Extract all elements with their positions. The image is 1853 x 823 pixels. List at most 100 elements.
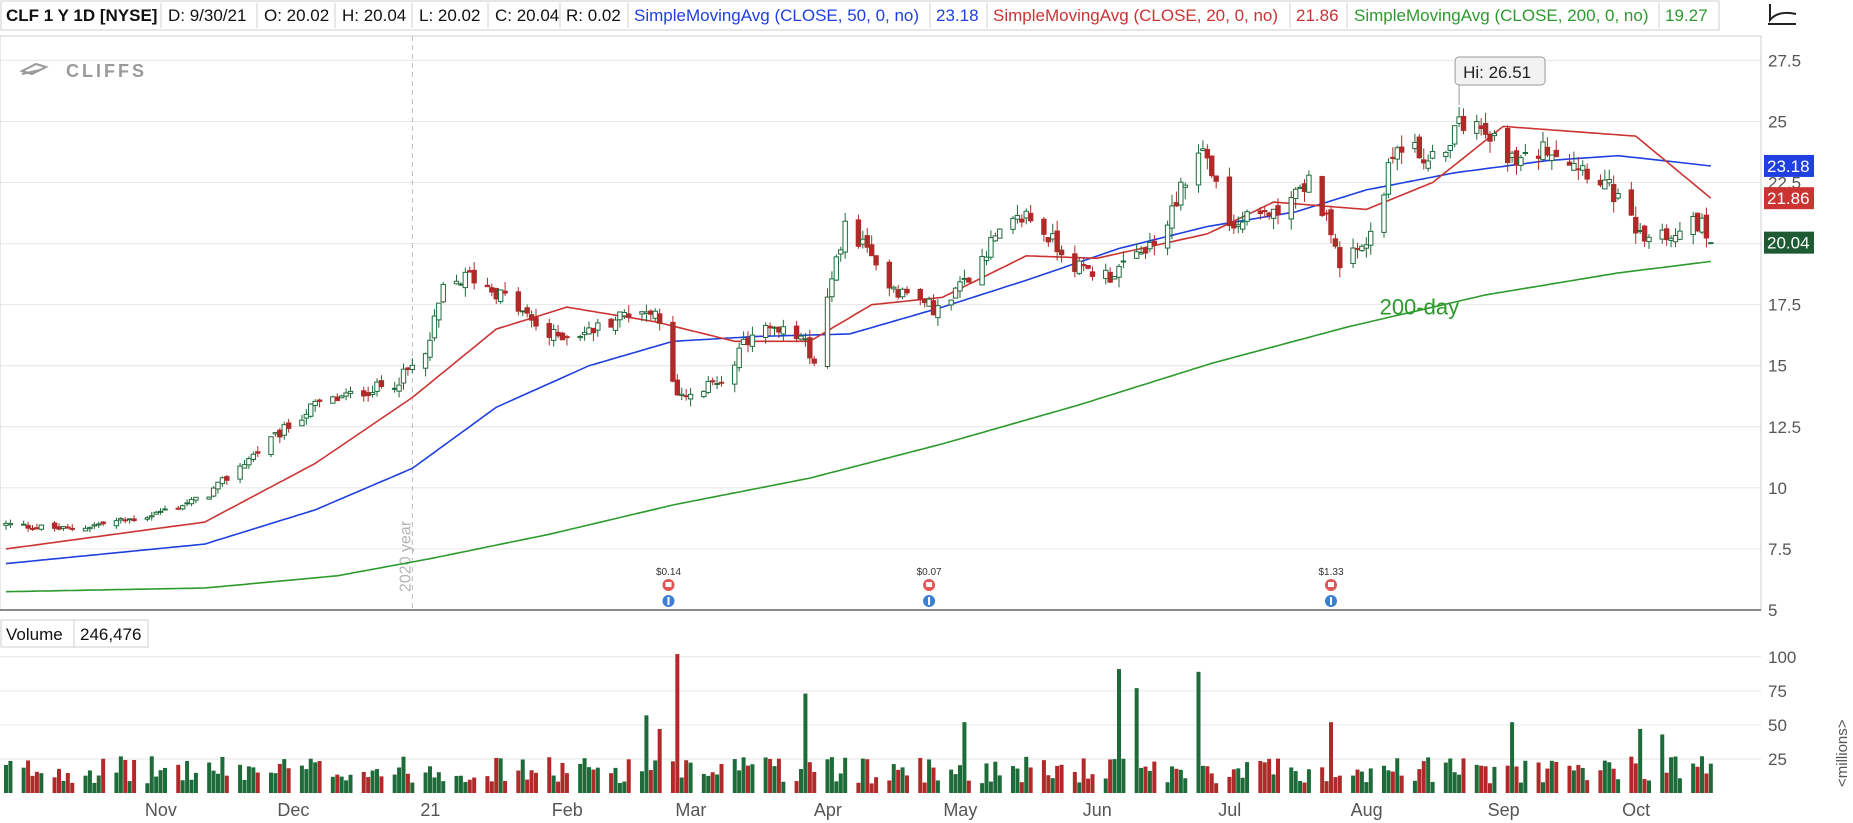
volume-bar xyxy=(224,775,229,793)
volume-bar xyxy=(997,775,1002,793)
candle-body xyxy=(1416,136,1423,159)
volume-bar xyxy=(1514,766,1519,793)
candle-body xyxy=(771,326,778,329)
volume-bar xyxy=(1448,758,1453,793)
candle-body xyxy=(957,281,963,292)
candle-body xyxy=(82,527,89,532)
volume-bar xyxy=(1523,760,1528,793)
volume-bar xyxy=(900,767,905,793)
volume-bar xyxy=(1205,766,1210,793)
volume-bar xyxy=(1293,771,1298,793)
candle-body xyxy=(1292,188,1299,200)
volume-bar xyxy=(83,775,88,793)
volume-bar xyxy=(1024,756,1029,793)
volume-bar xyxy=(922,782,927,793)
volume-bar xyxy=(1117,669,1121,793)
volume-bar xyxy=(781,781,786,793)
candle-body xyxy=(679,393,685,396)
volume-bar xyxy=(1488,783,1492,793)
candle-body xyxy=(277,429,283,438)
volume-bar xyxy=(1580,767,1585,793)
volume-bar xyxy=(251,767,256,793)
candle-body xyxy=(1200,148,1206,151)
volume-bar xyxy=(732,759,737,793)
volume-bar xyxy=(679,777,684,793)
range-label: R: 0.02 xyxy=(566,6,621,25)
draw-tool-icon[interactable] xyxy=(1768,4,1797,25)
date-tick-label: Dec xyxy=(277,800,309,820)
candle-body xyxy=(467,270,473,273)
volume-bar xyxy=(874,777,879,793)
volume-bar xyxy=(701,773,706,793)
watermark-text: CLIFFS xyxy=(66,61,147,81)
volume-bar xyxy=(70,782,75,793)
volume-bar xyxy=(582,758,587,793)
volume-bar xyxy=(891,764,896,793)
date-tick-label: Jul xyxy=(1218,800,1241,820)
candle-body xyxy=(1663,228,1670,241)
candle-body xyxy=(1164,224,1171,249)
candle-body xyxy=(1535,155,1542,159)
candle-body xyxy=(895,289,901,298)
volume-bar xyxy=(935,780,940,793)
volume-bar xyxy=(1708,763,1713,793)
candle-body xyxy=(484,284,491,288)
candle-body xyxy=(1014,214,1021,220)
volume-bar xyxy=(1108,759,1113,793)
price-tag xyxy=(1764,187,1814,210)
price-tag-label: 23.18 xyxy=(1767,157,1810,176)
volume-bar xyxy=(1359,771,1364,793)
volume-bar xyxy=(375,769,379,793)
volume-tick-label: 75 xyxy=(1768,682,1787,701)
volume-bar xyxy=(1174,768,1179,793)
volume-bar xyxy=(763,757,768,793)
volume-bar xyxy=(304,769,309,793)
volume-bar xyxy=(887,780,892,793)
volume-bar xyxy=(1170,766,1174,793)
candle-body xyxy=(1606,178,1612,184)
volume-bar xyxy=(361,771,366,793)
candle-body xyxy=(1209,155,1215,177)
volume-bar xyxy=(348,774,353,793)
candle-body xyxy=(299,419,305,427)
candle-body xyxy=(864,235,870,248)
candle-body xyxy=(422,353,429,369)
low-label: L: 20.02 xyxy=(419,6,480,25)
candle-body xyxy=(935,305,941,319)
volume-bar xyxy=(1642,779,1647,793)
candle-body xyxy=(369,392,376,395)
candle-body xyxy=(250,453,257,460)
candle-body xyxy=(378,380,385,387)
volume-bar xyxy=(1412,780,1417,793)
candle-body xyxy=(581,331,588,336)
volume-bar xyxy=(829,757,834,793)
volume-bar xyxy=(1059,764,1064,793)
candle-body xyxy=(436,302,442,321)
volume-bar xyxy=(803,693,808,793)
candle-body xyxy=(1447,145,1453,151)
volume-bar xyxy=(776,758,781,793)
watermark: CLIFFS xyxy=(19,61,147,81)
earnings-icon-glyph xyxy=(928,597,931,605)
volume-tick-label: 100 xyxy=(1768,648,1796,667)
candle-body xyxy=(361,390,367,397)
candle-body xyxy=(807,337,813,359)
volume-bar xyxy=(984,763,989,793)
candle-body xyxy=(1456,116,1462,124)
volume-bar xyxy=(1669,757,1674,793)
candle-body xyxy=(87,526,93,530)
candle-body xyxy=(1350,247,1356,264)
volume-bar xyxy=(807,762,812,793)
candle-body xyxy=(1027,212,1034,222)
candle-body xyxy=(1142,247,1149,254)
candle-body xyxy=(683,395,689,398)
volume-bar xyxy=(132,760,137,793)
volume-bar xyxy=(458,775,463,793)
candle-body xyxy=(1429,151,1436,159)
candle-body xyxy=(308,403,314,417)
volume-bar xyxy=(896,769,901,793)
volume-bar xyxy=(176,764,181,793)
volume-bar xyxy=(838,773,843,793)
volume-bar xyxy=(1417,769,1422,793)
candle-body xyxy=(497,289,504,303)
